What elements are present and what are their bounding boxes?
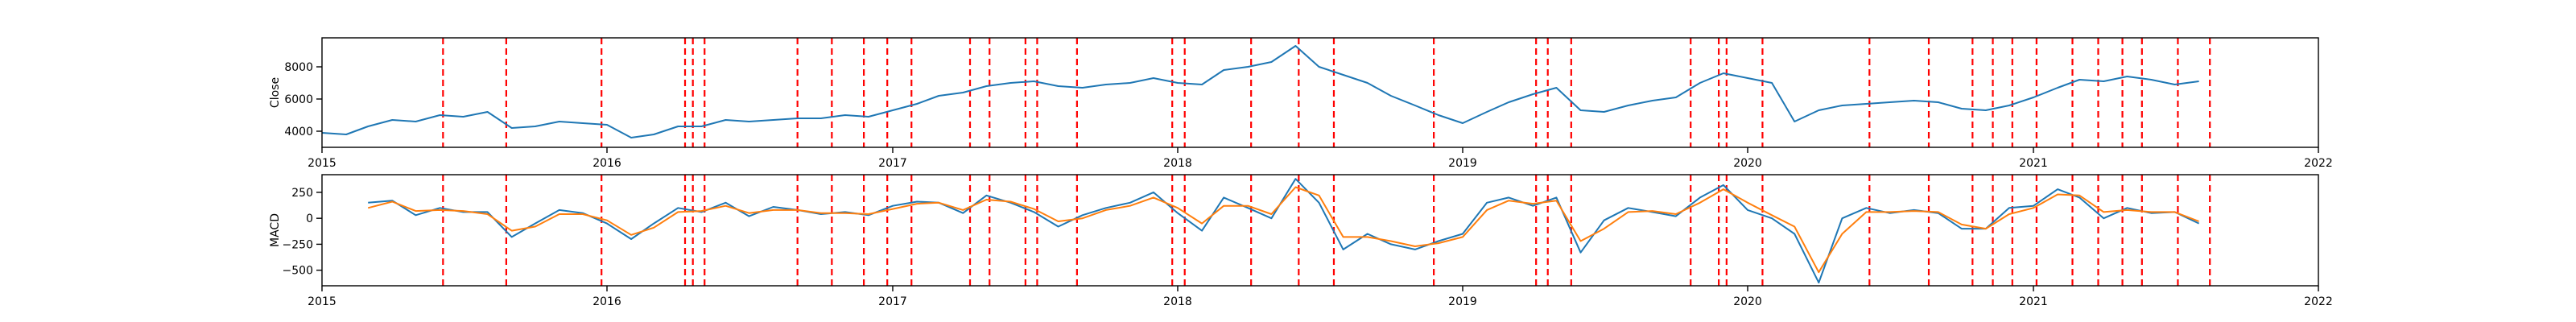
- panel-macd: 2015 2016 2017 2018 2019 2020 2021 2022 250 0 −250…: [269, 174, 2333, 308]
- x-tick-label: 2022: [2304, 157, 2333, 170]
- x-tick-label: 2019: [1448, 295, 1477, 308]
- series-line-1: [321, 45, 2199, 138]
- x-tick-label: 2018: [1163, 295, 1192, 308]
- y-tick-label: 0: [306, 213, 313, 225]
- x-tick-label: 2017: [878, 157, 907, 170]
- x-tick-label: 2016: [592, 295, 621, 308]
- series-line-2: [367, 186, 2199, 274]
- x-tick-label: 2018: [1163, 157, 1192, 170]
- y-axis-label: Close: [269, 77, 282, 108]
- x-tick-label: 2020: [1733, 295, 1762, 308]
- y-tick-label: −500: [283, 265, 313, 278]
- x-tick-label: 2022: [2304, 295, 2333, 308]
- y-tick-label: −250: [283, 238, 313, 251]
- y-tick-label: 6000: [284, 93, 313, 106]
- axes-frame: [321, 174, 2319, 287]
- x-tick-label: 2019: [1448, 157, 1477, 170]
- y-tick-label: 4000: [284, 126, 313, 138]
- y-tick-label: 8000: [284, 61, 313, 74]
- x-tick-label: 2021: [2019, 295, 2048, 308]
- panel-close: 2015 2016 2017 2018 2019 2020 2021 2022 4000 6000…: [269, 37, 2333, 170]
- x-tick-label: 2021: [2019, 157, 2048, 170]
- y-axis-label: MACD: [269, 213, 282, 247]
- x-tick-label: 2015: [308, 157, 336, 170]
- y-tick-label: 250: [291, 187, 313, 200]
- x-tick-label: 2020: [1733, 157, 1762, 170]
- x-tick-label: 2015: [308, 295, 336, 308]
- axes-frame: [321, 37, 2319, 148]
- x-tick-label: 2017: [878, 295, 907, 308]
- x-tick-label: 2016: [592, 157, 621, 170]
